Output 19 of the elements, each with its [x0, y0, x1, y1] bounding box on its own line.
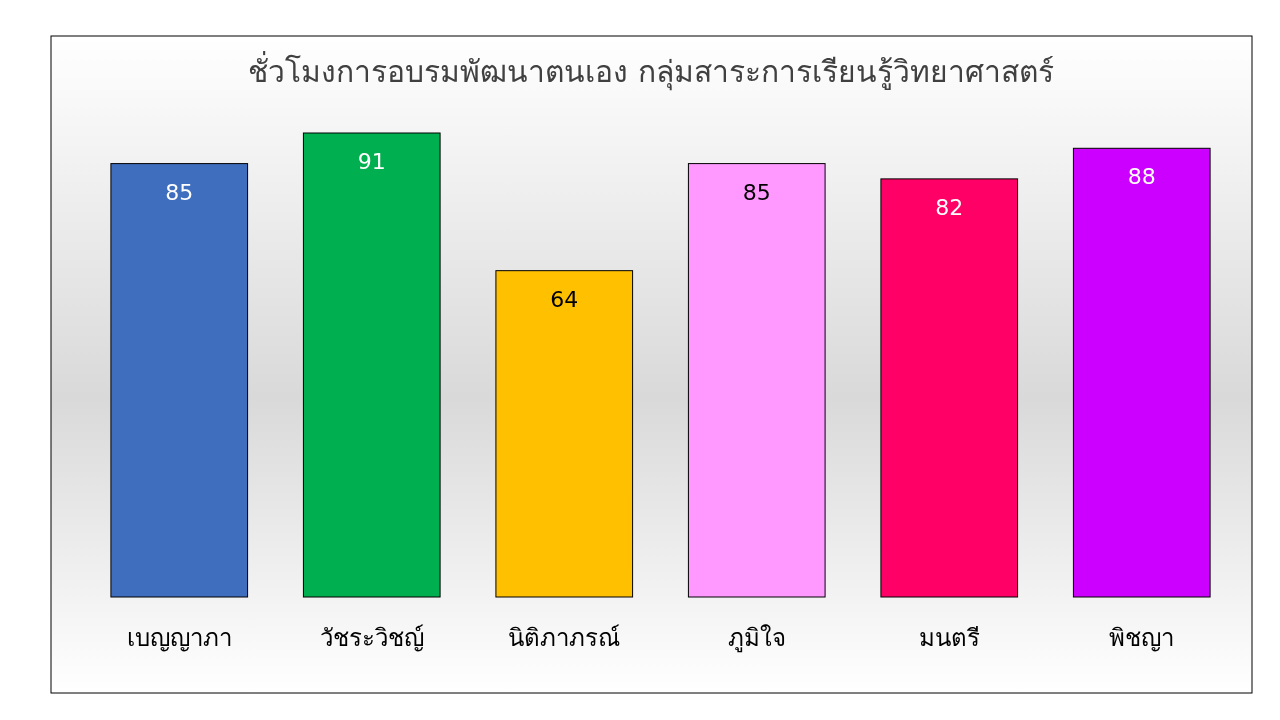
bar	[495, 270, 634, 598]
data-label: 85	[165, 179, 194, 205]
data-label: 82	[935, 194, 964, 220]
data-label: 85	[742, 179, 771, 205]
data-label: 91	[357, 149, 386, 174]
x-tick-label: เบญญาภา	[126, 624, 232, 652]
x-tick-label: นิติภาภรณ์	[508, 624, 621, 652]
bar	[1072, 147, 1211, 598]
chart-title: ชั่วโมงการอบรมพัฒนาตนเอง กลุ่มสาระการเรียนรู้วิทยาศาสตร์	[248, 51, 1054, 91]
data-label: 64	[550, 286, 579, 312]
x-tick-label: วัชระวิชญ์	[319, 624, 424, 652]
x-tick-label: พิชญา	[1109, 624, 1175, 652]
bar	[880, 178, 1019, 598]
bar	[687, 163, 826, 598]
bar	[110, 163, 249, 598]
data-label: 88	[1127, 164, 1156, 190]
x-tick-label: มนตรี	[918, 624, 980, 652]
x-tick-label: ภูมิใจ	[727, 624, 786, 653]
bar	[302, 132, 441, 598]
